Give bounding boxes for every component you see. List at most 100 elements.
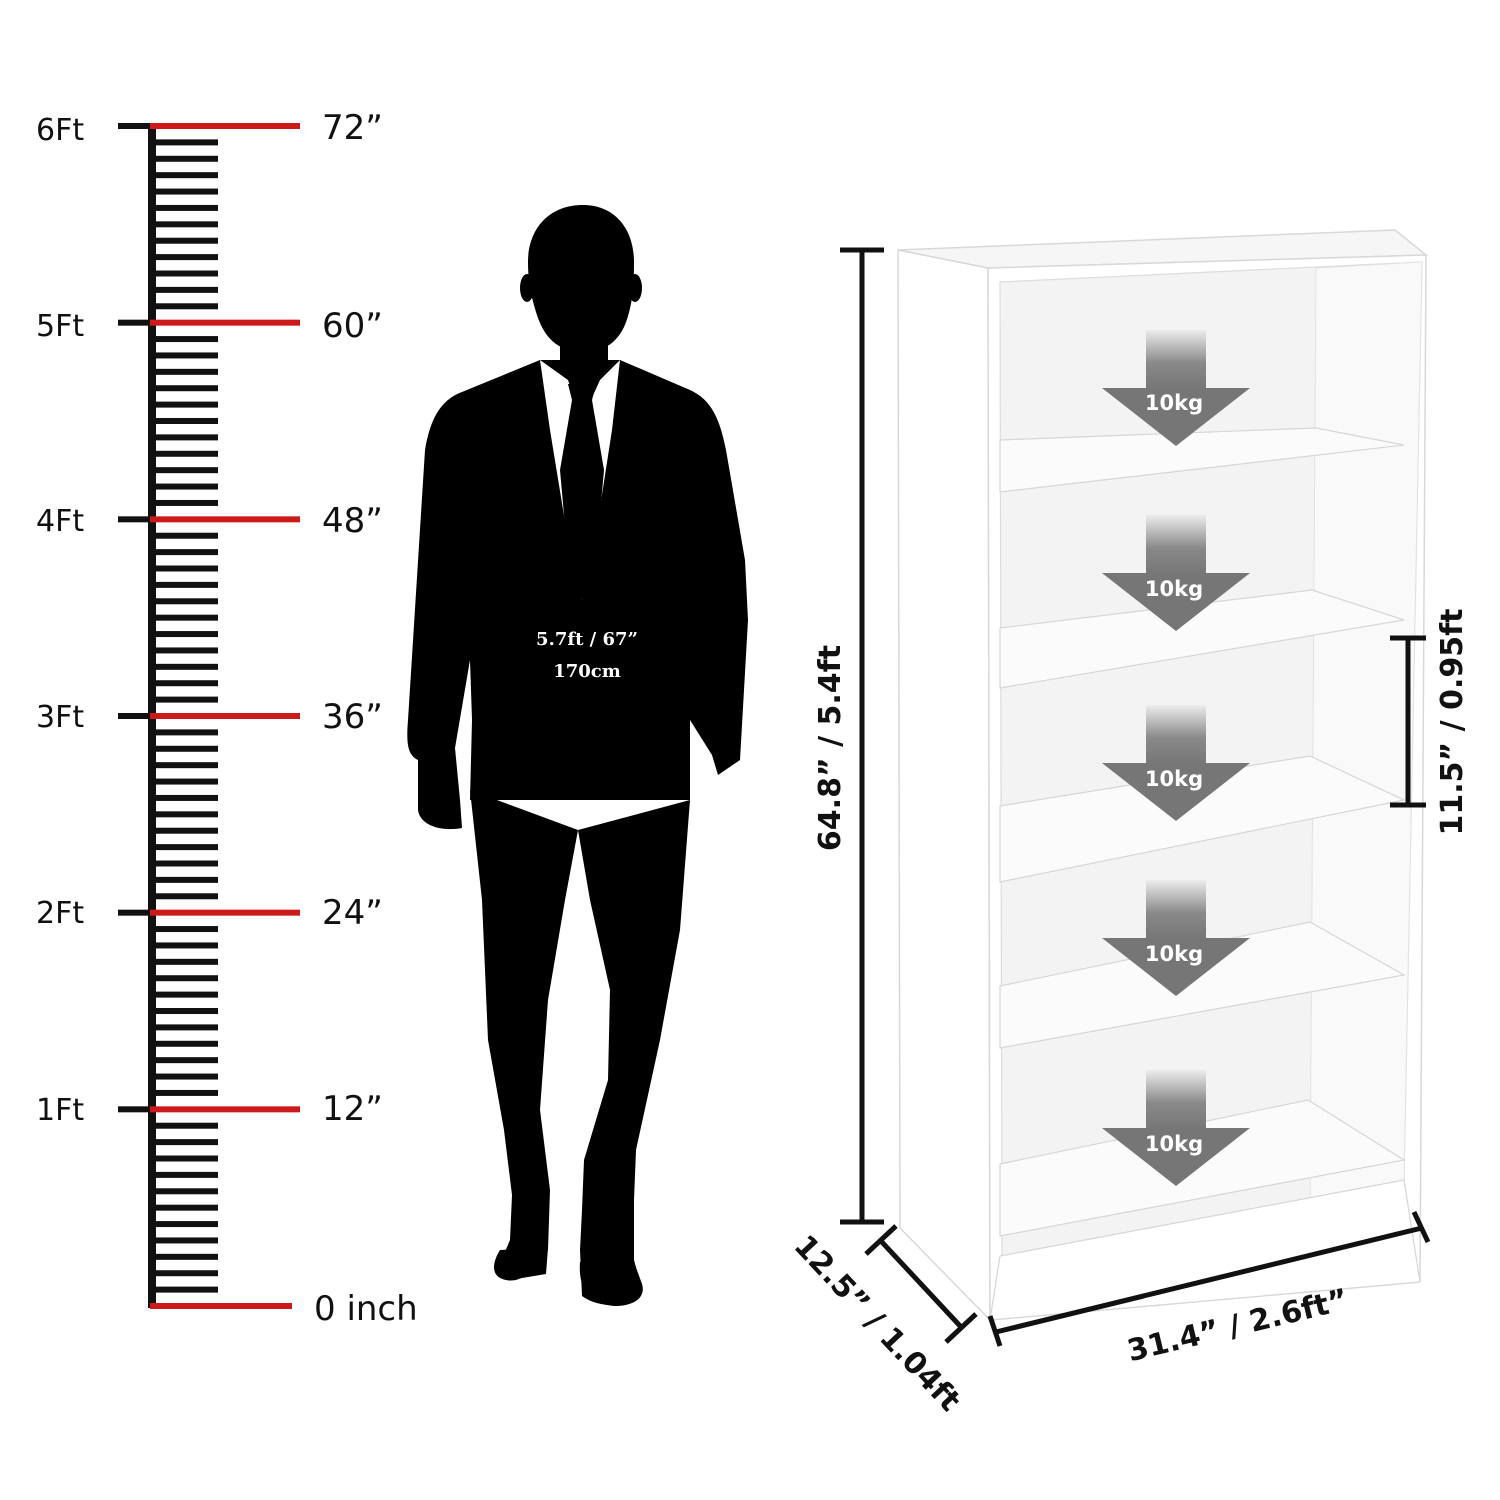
ruler-tick — [154, 811, 218, 818]
ruler-tick — [154, 139, 218, 146]
bookcase-inner-wall — [1309, 261, 1423, 1201]
ruler-foot-notch — [118, 713, 154, 719]
ruler-tick — [154, 942, 218, 949]
load-arrow: 10kg — [1102, 330, 1250, 446]
depth-dimension-line — [878, 1238, 964, 1330]
person-ear — [520, 274, 534, 302]
ruler-tick — [154, 401, 218, 408]
feet-label-5: 5Ft — [36, 309, 84, 344]
height-ruler: 6Ft 5Ft 4Ft 3Ft 2Ft 1Ft 72” 60” 48” 36” … — [36, 108, 418, 1329]
person-height-metric: 170cm — [553, 661, 621, 682]
ruler-major-marks — [118, 123, 300, 1309]
ruler-tick — [154, 1040, 218, 1047]
person-leg-left — [470, 790, 578, 1281]
ruler-tick — [154, 188, 218, 195]
ruler-foot-mark — [150, 713, 300, 719]
ruler-tick — [154, 991, 218, 998]
ruler-tick — [154, 270, 218, 277]
ruler-tick — [154, 876, 218, 883]
person-height-imperial: 5.7ft / 67” — [536, 629, 638, 650]
ruler-tick — [154, 1286, 218, 1293]
inch-label-12: 12” — [322, 1089, 383, 1129]
ruler-foot-mark — [150, 1303, 292, 1309]
ruler-tick — [154, 926, 218, 933]
ruler-tick — [154, 221, 218, 228]
ruler-tick — [154, 237, 218, 244]
ruler-tick — [154, 1204, 218, 1211]
inch-label-60: 60” — [322, 306, 383, 346]
inch-label-0: 0 inch — [314, 1289, 418, 1329]
ruler-tick — [154, 827, 218, 834]
ruler-foot-notch — [118, 1106, 154, 1113]
ruler-tick — [154, 385, 218, 392]
ruler-tick — [154, 1057, 218, 1064]
ruler-tick — [154, 729, 218, 736]
ruler-tick — [154, 172, 218, 179]
person-shoe — [579, 1262, 643, 1306]
bookcase-plinth — [989, 1179, 1421, 1321]
ruler-tick — [154, 778, 218, 785]
ruler-tick — [154, 647, 218, 654]
shelf-load-arrows: 10kg 10kg 10kg 10kg 10kg — [1102, 330, 1250, 1186]
person-silhouette — [407, 205, 748, 1306]
ruler-tick — [154, 155, 218, 162]
ruler-tick — [154, 680, 218, 687]
ruler-foot-mark — [150, 123, 300, 129]
person-height-label: 5.7ft / 67” 170cm — [536, 629, 638, 682]
ruler-tick — [154, 1253, 218, 1260]
person-tie — [560, 384, 604, 600]
ruler-tick — [154, 1237, 218, 1244]
load-label: 10kg — [1145, 577, 1203, 601]
ruler-tick — [154, 467, 218, 474]
ruler-tick — [154, 1008, 218, 1014]
ruler-tick — [154, 794, 218, 801]
bookcase: 10kg 10kg 10kg 10kg 10kg — [897, 229, 1429, 1322]
ruler-tick — [154, 418, 218, 424]
ruler-tick — [154, 254, 218, 261]
bookcase-side — [897, 249, 991, 1322]
inch-label-24: 24” — [322, 893, 383, 933]
ruler-foot-notch — [118, 516, 154, 523]
feet-label-1: 1Ft — [36, 1093, 84, 1128]
ruler-foot-mark — [150, 516, 300, 523]
dimension-lines — [840, 247, 1431, 1347]
ruler-tick-marks — [154, 139, 218, 1293]
ruler-tick — [154, 532, 218, 539]
ruler-inch-labels: 72” 60” 48” 36” 24” 12” 0 inch — [314, 108, 418, 1329]
ruler-tick — [154, 631, 218, 638]
width-dimension-line — [995, 1225, 1423, 1335]
ruler-tick — [154, 1171, 218, 1178]
ruler-tick — [154, 204, 218, 211]
bookcase-shelves — [989, 427, 1421, 1321]
person-ear — [628, 274, 642, 302]
load-arrow: 10kg — [1102, 880, 1250, 996]
feet-label-6: 6Ft — [36, 113, 84, 148]
feet-label-4: 4Ft — [36, 504, 84, 539]
ruler-tick — [154, 352, 218, 359]
person-shoe — [494, 1248, 548, 1280]
ruler-tick — [154, 745, 218, 752]
load-label: 10kg — [1145, 767, 1203, 791]
ruler-tick — [154, 663, 218, 670]
load-arrow: 10kg — [1102, 515, 1250, 631]
ruler-tick — [154, 958, 218, 965]
load-arrow: 10kg — [1102, 705, 1250, 821]
ruler-tick — [154, 1122, 218, 1129]
ruler-tick — [154, 1270, 218, 1277]
ruler-tick — [154, 434, 218, 441]
ruler-foot-notch — [118, 123, 154, 129]
ruler-tick — [154, 368, 218, 375]
ruler-tick — [154, 581, 218, 588]
ruler-tick — [154, 483, 218, 490]
inch-label-72: 72” — [322, 108, 383, 148]
inch-label-36: 36” — [322, 697, 383, 737]
ruler-tick — [154, 844, 218, 851]
ruler-tick — [154, 696, 218, 703]
height-label: 64.8” / 5.4ft — [813, 645, 848, 851]
ruler-foot-notch — [118, 909, 154, 916]
shelf-gap-label: 11.5” / 0.95ft — [1435, 609, 1470, 836]
ruler-tick — [154, 565, 218, 572]
ruler-foot-mark — [150, 319, 300, 326]
ruler-foot-mark — [150, 1106, 300, 1113]
